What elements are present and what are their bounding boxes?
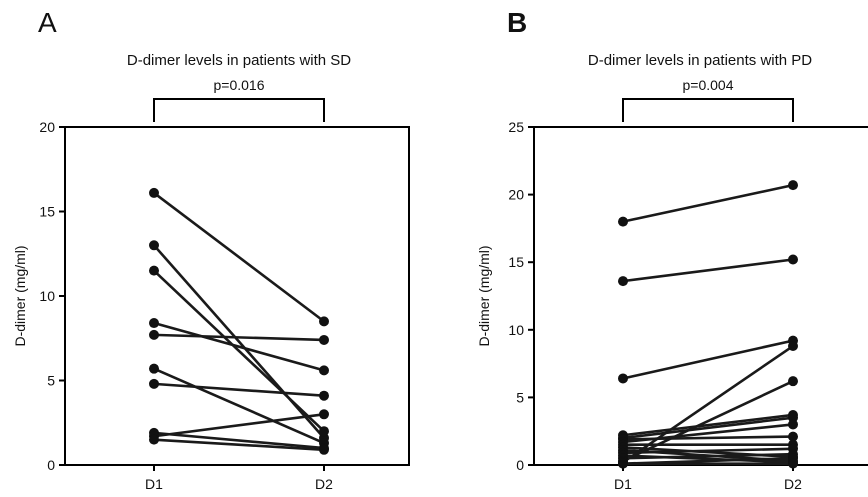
panel-a-letter: A xyxy=(38,7,57,38)
panel-a-series-line-1 xyxy=(153,191,325,323)
panel-a-series-point-1-d2 xyxy=(319,316,329,327)
panel-a-series-point-1-d1 xyxy=(149,187,159,198)
panel-b: B D-dimer levels in patients with PD p=0… xyxy=(476,7,868,492)
panel-a-series-line-10 xyxy=(153,438,325,452)
panel-a-y-tick-label: 10 xyxy=(39,288,55,304)
panel-b-y-tick-label: 0 xyxy=(516,457,524,473)
panel-a-x-ticks: D1 D2 xyxy=(145,465,333,492)
panel-a-plot-frame xyxy=(64,126,410,466)
panel-a-series-point-4-d2 xyxy=(319,365,329,376)
panel-b-series-points xyxy=(618,180,798,469)
panel-b-series-line-2 xyxy=(622,258,794,283)
panel-b-series-point-1-d2 xyxy=(788,180,798,191)
panel-a-series-line-8 xyxy=(153,431,325,450)
panel-b-significance-bracket xyxy=(622,98,794,122)
panel-b-series-point-6-d2 xyxy=(788,431,798,442)
panel-b-y-tick-label: 5 xyxy=(516,389,524,405)
panel-b-y-axis-label: D-dimer (mg/ml) xyxy=(476,245,492,346)
panel-a-series-line-6 xyxy=(153,367,325,445)
panel-a-series-line-7 xyxy=(153,382,325,398)
panel-b-series-point-15-d2 xyxy=(788,341,798,352)
panel-a-series-point-5-d1 xyxy=(149,329,159,340)
panel-a-series-point-7-d1 xyxy=(149,378,159,389)
panel-a-series-line-4 xyxy=(153,321,325,372)
panel-a-y-tick-label: 5 xyxy=(47,373,55,389)
panel-b-x-tick-label: D2 xyxy=(784,476,802,492)
panel-b-series-line-14 xyxy=(622,379,794,463)
panel-a-series-point-10-d2 xyxy=(319,444,329,455)
panel-b-y-tick-label: 20 xyxy=(508,187,524,203)
panel-b-y-tick-label: 15 xyxy=(508,254,524,270)
panel-a-series-line-5 xyxy=(153,333,325,342)
panel-b-series-line-5 xyxy=(622,416,794,440)
panel-b-letter: B xyxy=(507,7,527,38)
panel-a-series-point-9-d2 xyxy=(319,409,329,420)
panel-a-y-ticks: 0 5 10 15 20 xyxy=(39,119,65,473)
panel-b-series-point-2-d1 xyxy=(618,276,628,287)
panel-a-y-axis-label: D-dimer (mg/ml) xyxy=(12,245,28,346)
panel-a-series-line-9 xyxy=(153,413,325,438)
panel-a-x-tick-label: D1 xyxy=(145,476,163,492)
panel-a-series-line-3 xyxy=(153,269,325,433)
panel-a-series-point-2-d1 xyxy=(149,240,159,251)
panel-b-series-point-3-d1 xyxy=(618,373,628,384)
panel-a-series-point-4-d1 xyxy=(149,318,159,329)
panel-a-series-point-6-d1 xyxy=(149,363,159,374)
panel-b-series-line-3 xyxy=(622,339,794,380)
panel-b-title: D-dimer levels in patients with PD xyxy=(588,52,812,69)
panel-b-series-lines xyxy=(622,183,794,465)
panel-b-series-line-15 xyxy=(622,344,794,464)
panel-b-x-ticks: D1 D2 xyxy=(614,465,802,492)
panel-b-series-point-2-d2 xyxy=(788,254,798,265)
panel-b-series-point-17-d1 xyxy=(618,458,628,469)
panel-b-series-point-14-d2 xyxy=(788,376,798,387)
panel-a-y-tick-label: 15 xyxy=(39,204,55,220)
panel-a-series-point-3-d2 xyxy=(319,426,329,437)
panel-a-series-point-7-d2 xyxy=(319,390,329,401)
panel-b-x-tick-label: D1 xyxy=(614,476,632,492)
panel-b-series-line-1 xyxy=(622,183,794,223)
panel-a-series-point-10-d1 xyxy=(149,434,159,445)
panel-a-series-point-5-d2 xyxy=(319,334,329,345)
panel-b-series-line-13 xyxy=(622,452,794,460)
panel-b-series-line-11 xyxy=(622,447,794,455)
panel-a-y-tick-label: 0 xyxy=(47,457,55,473)
panel-b-y-tick-label: 25 xyxy=(508,119,524,135)
panel-a-significance-bracket xyxy=(153,98,325,122)
panel-b-series-line-4 xyxy=(622,413,794,437)
panel-b-series-point-1-d1 xyxy=(618,216,628,227)
panel-b-series-point-17-d2 xyxy=(788,458,798,469)
panel-b-series-line-7 xyxy=(622,423,794,444)
panel-a-title: D-dimer levels in patients with SD xyxy=(127,52,351,69)
panel-a-x-tick-label: D2 xyxy=(315,476,333,492)
panel-b-y-ticks: 0 5 10 15 20 25 xyxy=(508,119,534,473)
panel-a-series-line-2 xyxy=(153,244,325,439)
panel-a-series-point-3-d1 xyxy=(149,265,159,276)
panel-a-series-points xyxy=(149,187,329,455)
panel-a-p-value: p=0.016 xyxy=(214,77,265,93)
panel-b-series-point-7-d2 xyxy=(788,419,798,430)
panel-b-plot-frame xyxy=(533,126,868,466)
panel-b-p-value: p=0.004 xyxy=(683,77,734,93)
panel-a-series-lines xyxy=(153,191,325,452)
panel-a: A D-dimer levels in patients with SD p=0… xyxy=(12,7,410,492)
panel-a-y-tick-label: 20 xyxy=(39,119,55,135)
panel-b-y-tick-label: 10 xyxy=(508,322,524,338)
